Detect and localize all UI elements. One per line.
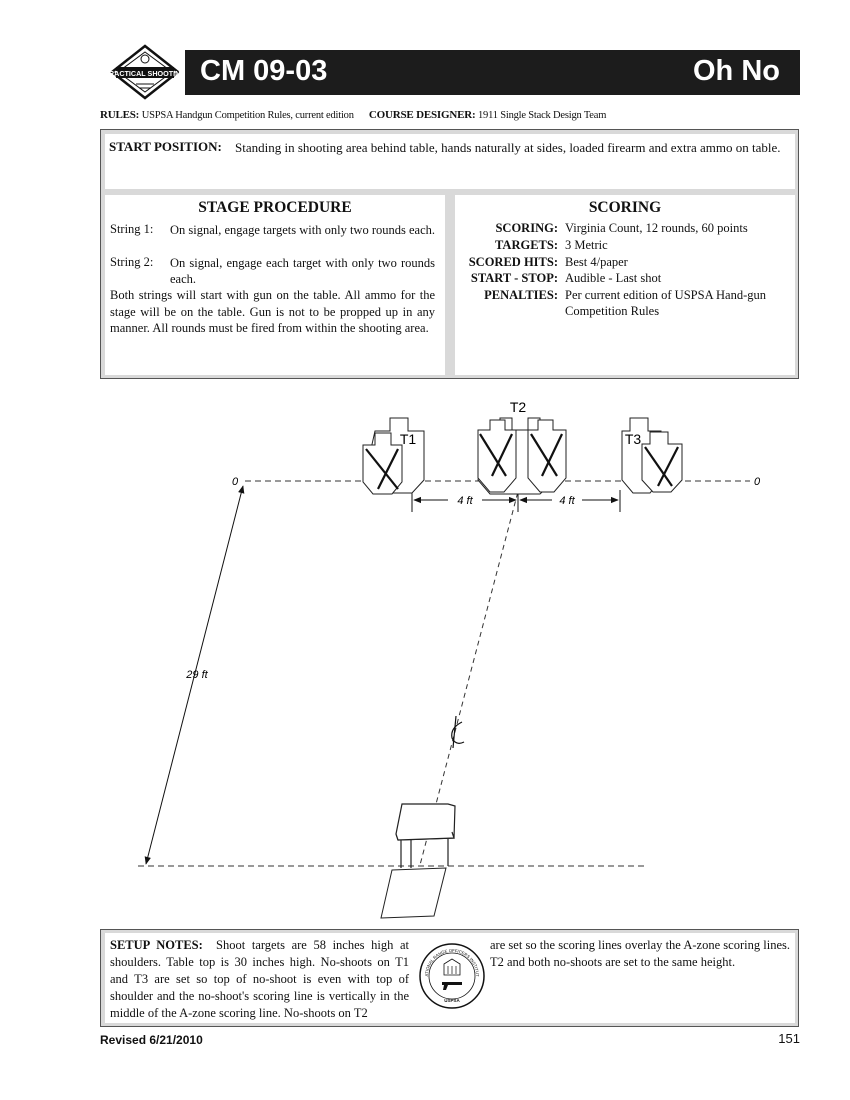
setup-notes-label: SETUP NOTES: bbox=[110, 938, 203, 952]
practical-shooting-logo: PRACTICAL SHOOTING bbox=[110, 44, 180, 100]
logo-text: PRACTICAL SHOOTING bbox=[110, 69, 180, 78]
centerline-symbol bbox=[451, 715, 465, 749]
target-label-t2: T2 bbox=[510, 399, 527, 415]
setup-notes-col1: SETUP NOTES: Shoot targets are 58 inches… bbox=[110, 937, 409, 1022]
setup-notes-text-1: Shoot targets are 58 inches high at shou… bbox=[110, 938, 410, 1020]
scoring-value: Virginia Count, 12 rounds, 60 points bbox=[565, 221, 748, 235]
string-1-text: On signal, engage targets with only two … bbox=[170, 223, 435, 237]
no-shoot-t2-right bbox=[527, 419, 567, 493]
setup-notes-col2: are set so the scoring lines overlay the… bbox=[490, 938, 790, 969]
scoring-box bbox=[455, 195, 795, 375]
start-position-box bbox=[105, 134, 795, 189]
string-2-label: String 2: bbox=[110, 255, 154, 269]
rules-line: RULES: USPSA Handgun Competition Rules, … bbox=[100, 109, 606, 121]
seal-bottom-text: USPSA bbox=[444, 998, 460, 1003]
center-line bbox=[419, 483, 521, 866]
no-shoot-t2-left bbox=[477, 419, 517, 493]
string-1-label: String 1: bbox=[110, 222, 154, 236]
rules-value: USPSA Handgun Competition Rules, current… bbox=[141, 110, 354, 121]
target-label-t1: T1 bbox=[400, 431, 417, 447]
scoring-key: SCORING: bbox=[495, 221, 558, 235]
string-2-text: On signal, engage each target with only … bbox=[170, 256, 435, 286]
target-t1 bbox=[362, 417, 425, 495]
distance-label: 29 ft bbox=[185, 669, 208, 681]
scoring-key: PENALTIES: bbox=[484, 288, 558, 302]
target-t3 bbox=[621, 417, 683, 494]
distance-arrow bbox=[144, 485, 245, 865]
page-number: 151 bbox=[778, 1031, 800, 1046]
zero-label-right: 0 bbox=[754, 476, 761, 488]
start-position-label: START POSITION: bbox=[109, 139, 222, 154]
spacing-label-left: 4 ft bbox=[457, 495, 473, 507]
no-shoot-t3 bbox=[641, 431, 683, 493]
procedure-paragraph: Both strings will start with gun on the … bbox=[110, 288, 435, 335]
shooting-area bbox=[380, 867, 447, 919]
stage-procedure-box bbox=[105, 195, 445, 375]
nroi-seal: NATIONAL RANGE OFFICERS INSTITUTE USPSA bbox=[418, 942, 485, 1009]
stage-number: CM 09-03 bbox=[200, 55, 328, 87]
scoring-key: START - STOP: bbox=[470, 271, 558, 285]
stage-name: Oh No bbox=[693, 55, 780, 87]
stage-procedure-heading: STAGE PROCEDURE bbox=[198, 199, 352, 216]
scoring-heading: SCORING bbox=[588, 199, 662, 216]
title-bar bbox=[185, 50, 800, 95]
scoring-value: Per current edition of USPSA Hand-gun Co… bbox=[565, 288, 767, 318]
target-t2 bbox=[477, 417, 567, 495]
scoring-key: TARGETS: bbox=[495, 238, 558, 252]
table bbox=[395, 803, 456, 868]
scoring-key: SCORED HITS: bbox=[468, 255, 558, 269]
designer-label: COURSE DESIGNER: bbox=[368, 109, 476, 121]
start-position-text: Standing in shooting area behind table, … bbox=[235, 140, 781, 155]
designer-value: 1911 Single Stack Design Team bbox=[477, 110, 607, 121]
spacing-label-right: 4 ft bbox=[559, 495, 575, 507]
target-label-t3: T3 bbox=[625, 431, 642, 447]
rules-label: RULES: bbox=[100, 109, 140, 121]
scoring-value: Audible - Last shot bbox=[565, 271, 662, 285]
revised-date: Revised 6/21/2010 bbox=[100, 1033, 203, 1047]
scoring-value: Best 4/paper bbox=[565, 255, 628, 269]
scoring-value: 3 Metric bbox=[565, 238, 608, 252]
zero-label-left: 0 bbox=[232, 476, 239, 488]
stage-diagram: 29 ft 0 0 4 ft 4 ft T1 T2 T3 bbox=[138, 399, 761, 919]
